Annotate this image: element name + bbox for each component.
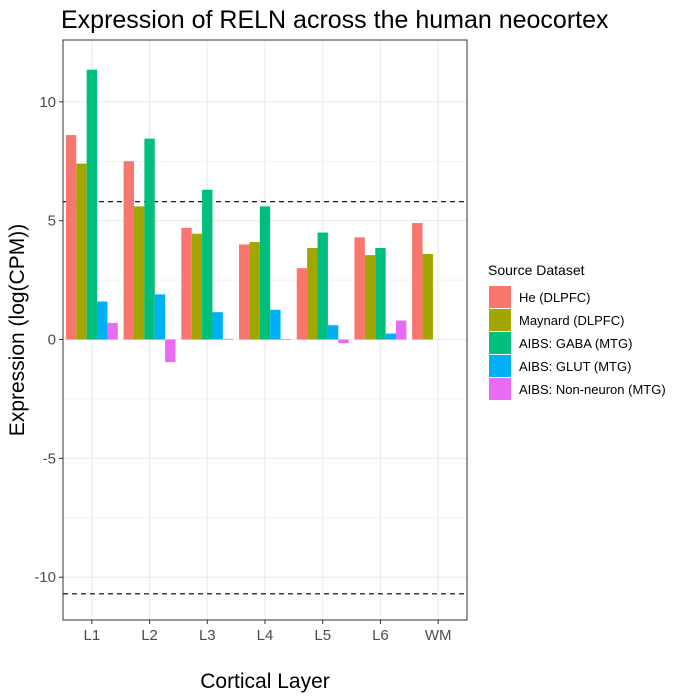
bar (97, 301, 108, 340)
bar (354, 237, 365, 340)
bar (412, 223, 423, 340)
x-tick-label: L4 (257, 627, 274, 644)
bar (86, 69, 98, 340)
bar (123, 161, 134, 340)
bar (154, 294, 166, 340)
bar (107, 322, 118, 340)
y-tick-label: 5 (48, 213, 56, 230)
bar (191, 233, 203, 340)
x-tick-label: L3 (199, 627, 216, 644)
bar (181, 227, 192, 340)
legend-label: Maynard (DLPFC) (519, 313, 624, 328)
bar (270, 309, 281, 340)
bar (422, 253, 433, 340)
bar (65, 135, 77, 340)
bar (144, 138, 155, 340)
legend-label: AIBS: Non-neuron (MTG) (519, 382, 666, 397)
legend-key (489, 286, 511, 308)
x-tick-label: L5 (314, 627, 331, 644)
bar (222, 338, 234, 340)
legend-key (489, 378, 511, 400)
bar (133, 206, 145, 340)
y-axis-title: Expression (log(CPM)) (6, 224, 29, 436)
y-tick-label: 10 (39, 94, 56, 111)
bar (280, 339, 291, 340)
y-tick-label: 0 (48, 332, 56, 349)
x-tick-label: L2 (141, 627, 158, 644)
x-axis-title: Cortical Layer (200, 670, 330, 693)
x-tick-label: L6 (372, 627, 389, 644)
legend-title: Source Dataset (488, 262, 585, 278)
y-axis: -10 -5 0 5 10 (34, 94, 63, 586)
bar (165, 339, 176, 363)
x-tick-label: L1 (84, 627, 101, 644)
chart-title: Expression of RELN across the human neoc… (61, 6, 609, 34)
bar (338, 339, 349, 344)
legend-key (489, 332, 511, 354)
bar (296, 268, 308, 340)
legend-label: He (DLPFC) (519, 290, 591, 305)
legend-label: AIBS: GABA (MTG) (519, 336, 632, 351)
legend-key (489, 309, 511, 331)
bar (259, 206, 271, 340)
legend: Source Dataset He (DLPFC) Maynard (DLPFC)… (488, 262, 666, 400)
bar (375, 247, 386, 340)
bar (239, 244, 250, 340)
bar (307, 247, 318, 340)
bars (65, 69, 433, 363)
legend-key (489, 355, 511, 377)
bar (396, 320, 407, 340)
bar (327, 325, 339, 340)
x-tick-label: WM (425, 627, 452, 644)
bar (385, 333, 397, 340)
legend-label: AIBS: GLUT (MTG) (519, 359, 631, 374)
bar (249, 242, 260, 340)
bar (202, 189, 213, 340)
bar (317, 232, 328, 340)
y-tick-label: -10 (34, 569, 56, 586)
y-tick-label: -5 (43, 450, 56, 467)
bar (364, 255, 376, 340)
x-axis: L1 L2 L3 L4 L5 L6 WM (84, 620, 452, 644)
bar (212, 312, 223, 340)
bar (76, 163, 87, 340)
